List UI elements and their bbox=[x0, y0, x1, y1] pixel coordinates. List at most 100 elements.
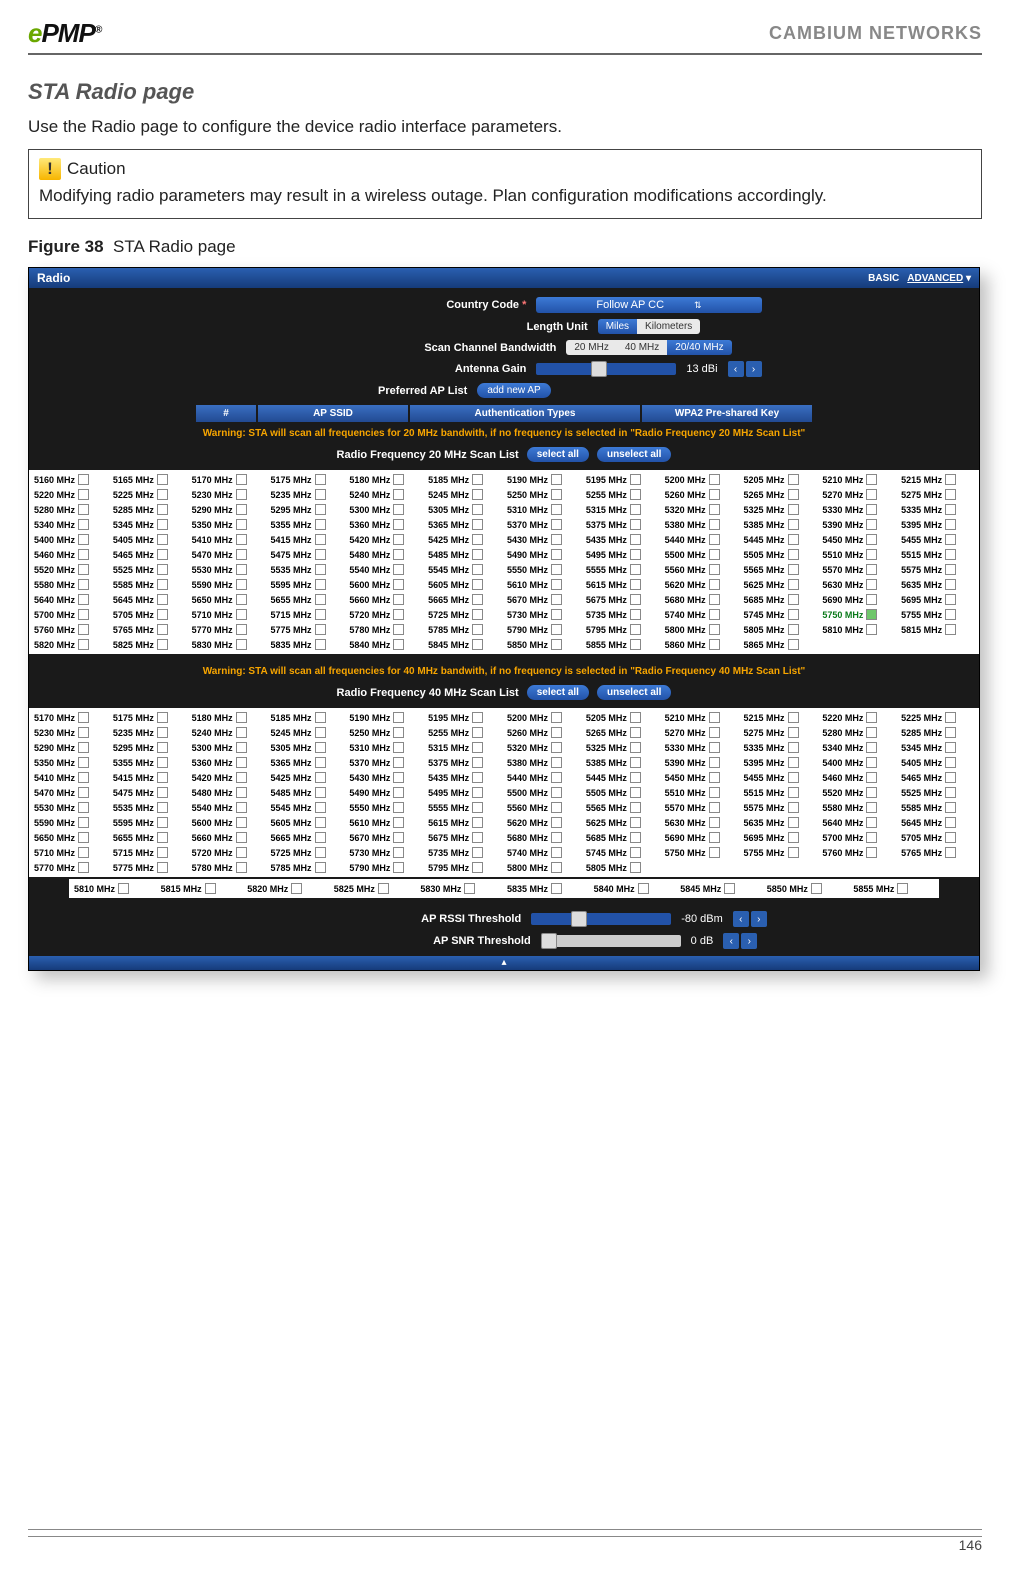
freq-checkbox[interactable]: 5640 MHz bbox=[31, 592, 110, 607]
freq-checkbox[interactable]: 5820 MHz bbox=[244, 881, 331, 896]
freq-checkbox[interactable]: 5690 MHz bbox=[662, 830, 741, 845]
freq-checkbox[interactable]: 5360 MHz bbox=[346, 517, 425, 532]
freq-checkbox[interactable]: 5640 MHz bbox=[819, 815, 898, 830]
freq-checkbox[interactable]: 5265 MHz bbox=[583, 725, 662, 740]
freq-checkbox[interactable]: 5520 MHz bbox=[819, 785, 898, 800]
freq-checkbox[interactable]: 5270 MHz bbox=[819, 487, 898, 502]
freq-checkbox[interactable]: 5335 MHz bbox=[898, 502, 977, 517]
freq-checkbox[interactable]: 5760 MHz bbox=[31, 622, 110, 637]
freq-checkbox[interactable]: 5325 MHz bbox=[583, 740, 662, 755]
freq-checkbox[interactable]: 5755 MHz bbox=[741, 845, 820, 860]
freq-checkbox[interactable]: 5305 MHz bbox=[425, 502, 504, 517]
freq-checkbox[interactable]: 5725 MHz bbox=[268, 845, 347, 860]
freq-checkbox[interactable]: 5790 MHz bbox=[346, 860, 425, 875]
freq-checkbox[interactable]: 5430 MHz bbox=[504, 532, 583, 547]
freq-checkbox[interactable]: 5445 MHz bbox=[741, 532, 820, 547]
freq-checkbox[interactable]: 5655 MHz bbox=[110, 830, 189, 845]
freq-checkbox[interactable]: 5465 MHz bbox=[898, 770, 977, 785]
freq-checkbox[interactable]: 5530 MHz bbox=[31, 800, 110, 815]
freq-checkbox[interactable]: 5495 MHz bbox=[425, 785, 504, 800]
freq-checkbox[interactable]: 5310 MHz bbox=[504, 502, 583, 517]
freq-checkbox[interactable]: 5250 MHz bbox=[346, 725, 425, 740]
freq-checkbox[interactable]: 5455 MHz bbox=[898, 532, 977, 547]
freq-checkbox[interactable]: 5555 MHz bbox=[425, 800, 504, 815]
freq-checkbox[interactable]: 5780 MHz bbox=[189, 860, 268, 875]
freq-checkbox[interactable]: 5605 MHz bbox=[425, 577, 504, 592]
freq-checkbox[interactable]: 5370 MHz bbox=[346, 755, 425, 770]
freq-checkbox[interactable]: 5755 MHz bbox=[898, 607, 977, 622]
freq-checkbox[interactable]: 5460 MHz bbox=[31, 547, 110, 562]
freq-checkbox[interactable]: 5365 MHz bbox=[425, 517, 504, 532]
freq-checkbox[interactable]: 5795 MHz bbox=[583, 622, 662, 637]
freq-checkbox[interactable]: 5435 MHz bbox=[583, 532, 662, 547]
freq-checkbox[interactable]: 5400 MHz bbox=[819, 755, 898, 770]
freq-checkbox[interactable]: 5290 MHz bbox=[189, 502, 268, 517]
freq-checkbox[interactable]: 5535 MHz bbox=[110, 800, 189, 815]
freq-checkbox[interactable]: 5605 MHz bbox=[268, 815, 347, 830]
freq-checkbox[interactable]: 5195 MHz bbox=[425, 710, 504, 725]
freq-checkbox[interactable]: 5370 MHz bbox=[504, 517, 583, 532]
gain-up-button[interactable]: › bbox=[746, 361, 762, 377]
freq-checkbox[interactable]: 5665 MHz bbox=[425, 592, 504, 607]
freq-checkbox[interactable]: 5315 MHz bbox=[425, 740, 504, 755]
freq-checkbox[interactable]: 5620 MHz bbox=[504, 815, 583, 830]
freq-checkbox[interactable]: 5405 MHz bbox=[110, 532, 189, 547]
freq-checkbox[interactable]: 5635 MHz bbox=[741, 815, 820, 830]
freq-checkbox[interactable]: 5695 MHz bbox=[898, 592, 977, 607]
freq-checkbox[interactable]: 5550 MHz bbox=[504, 562, 583, 577]
freq-checkbox[interactable]: 5485 MHz bbox=[425, 547, 504, 562]
freq-checkbox[interactable]: 5515 MHz bbox=[741, 785, 820, 800]
freq-checkbox[interactable]: 5810 MHz bbox=[819, 622, 898, 637]
scan-bw-toggle[interactable]: 20 MHz 40 MHz 20/40 MHz bbox=[566, 340, 731, 355]
freq-checkbox[interactable]: 5465 MHz bbox=[110, 547, 189, 562]
freq-checkbox[interactable]: 5830 MHz bbox=[417, 881, 504, 896]
freq-checkbox[interactable]: 5805 MHz bbox=[741, 622, 820, 637]
freq-checkbox[interactable]: 5670 MHz bbox=[346, 830, 425, 845]
freq-checkbox[interactable]: 5555 MHz bbox=[583, 562, 662, 577]
freq-checkbox[interactable]: 5715 MHz bbox=[110, 845, 189, 860]
freq-checkbox[interactable]: 5245 MHz bbox=[425, 487, 504, 502]
freq-checkbox[interactable]: 5405 MHz bbox=[898, 755, 977, 770]
freq-checkbox[interactable]: 5440 MHz bbox=[662, 532, 741, 547]
freq-checkbox[interactable]: 5670 MHz bbox=[504, 592, 583, 607]
freq-checkbox[interactable]: 5175 MHz bbox=[110, 710, 189, 725]
freq-checkbox[interactable]: 5545 MHz bbox=[268, 800, 347, 815]
freq-checkbox[interactable]: 5275 MHz bbox=[898, 487, 977, 502]
select-all-40-button[interactable]: select all bbox=[527, 685, 589, 700]
freq-checkbox[interactable]: 5315 MHz bbox=[583, 502, 662, 517]
freq-checkbox[interactable]: 5425 MHz bbox=[425, 532, 504, 547]
freq-checkbox[interactable]: 5680 MHz bbox=[662, 592, 741, 607]
freq-checkbox[interactable]: 5510 MHz bbox=[662, 785, 741, 800]
freq-checkbox[interactable]: 5645 MHz bbox=[898, 815, 977, 830]
freq-checkbox[interactable]: 5595 MHz bbox=[268, 577, 347, 592]
freq-checkbox[interactable]: 5475 MHz bbox=[110, 785, 189, 800]
freq-checkbox[interactable]: 5715 MHz bbox=[268, 607, 347, 622]
freq-checkbox[interactable]: 5480 MHz bbox=[189, 785, 268, 800]
freq-checkbox[interactable]: 5745 MHz bbox=[583, 845, 662, 860]
freq-checkbox[interactable]: 5205 MHz bbox=[741, 472, 820, 487]
freq-checkbox[interactable]: 5730 MHz bbox=[504, 607, 583, 622]
freq-checkbox[interactable]: 5740 MHz bbox=[662, 607, 741, 622]
freq-checkbox[interactable]: 5595 MHz bbox=[110, 815, 189, 830]
freq-checkbox[interactable]: 5785 MHz bbox=[425, 622, 504, 637]
freq-checkbox[interactable]: 5645 MHz bbox=[110, 592, 189, 607]
freq-checkbox[interactable]: 5300 MHz bbox=[189, 740, 268, 755]
freq-checkbox[interactable]: 5485 MHz bbox=[268, 785, 347, 800]
freq-checkbox[interactable]: 5750 MHz bbox=[819, 607, 898, 622]
select-all-20-button[interactable]: select all bbox=[527, 447, 589, 462]
freq-checkbox[interactable]: 5490 MHz bbox=[346, 785, 425, 800]
freq-checkbox[interactable]: 5700 MHz bbox=[31, 607, 110, 622]
snr-slider[interactable] bbox=[541, 935, 681, 947]
freq-checkbox[interactable]: 5170 MHz bbox=[31, 710, 110, 725]
freq-checkbox[interactable]: 5365 MHz bbox=[268, 755, 347, 770]
freq-checkbox[interactable]: 5540 MHz bbox=[346, 562, 425, 577]
freq-checkbox[interactable]: 5225 MHz bbox=[898, 710, 977, 725]
freq-checkbox[interactable]: 5295 MHz bbox=[110, 740, 189, 755]
freq-checkbox[interactable]: 5255 MHz bbox=[583, 487, 662, 502]
freq-checkbox[interactable]: 5735 MHz bbox=[583, 607, 662, 622]
freq-checkbox[interactable]: 5575 MHz bbox=[741, 800, 820, 815]
freq-checkbox[interactable]: 5520 MHz bbox=[31, 562, 110, 577]
freq-checkbox[interactable]: 5220 MHz bbox=[31, 487, 110, 502]
freq-checkbox[interactable]: 5500 MHz bbox=[662, 547, 741, 562]
freq-checkbox[interactable]: 5205 MHz bbox=[583, 710, 662, 725]
